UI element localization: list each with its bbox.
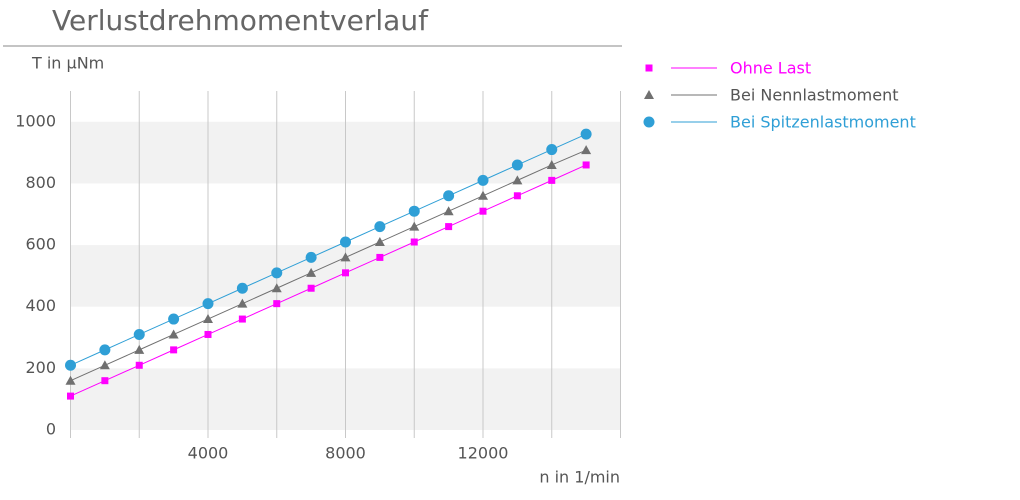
data-point bbox=[581, 145, 592, 155]
data-point bbox=[170, 346, 178, 354]
data-point bbox=[305, 251, 317, 263]
data-point bbox=[204, 330, 212, 338]
y-tick-label: 800 bbox=[25, 173, 56, 192]
data-point bbox=[99, 360, 110, 370]
x-tick-label: 12000 bbox=[458, 444, 509, 463]
y-tick-label: 1000 bbox=[15, 111, 56, 130]
data-point bbox=[340, 236, 351, 248]
series: Bei Nennlastmoment bbox=[65, 86, 899, 385]
data-point bbox=[65, 359, 76, 371]
data-point bbox=[65, 375, 76, 385]
data-point bbox=[478, 190, 488, 200]
series: Ohne Last bbox=[67, 59, 811, 400]
data-point bbox=[443, 206, 454, 216]
data-point bbox=[479, 207, 487, 215]
data-point bbox=[511, 159, 523, 171]
legend-label: Ohne Last bbox=[730, 59, 811, 78]
chart-title: Verlustdrehmomentverlauf bbox=[52, 4, 429, 37]
y-tick-label: 0 bbox=[46, 420, 56, 439]
legend-label: Bei Spitzenlastmoment bbox=[730, 113, 916, 132]
legend-marker bbox=[643, 116, 655, 128]
data-point bbox=[99, 344, 111, 356]
x-tick-label: 4000 bbox=[188, 444, 229, 463]
data-point bbox=[408, 205, 420, 217]
data-point bbox=[582, 161, 590, 169]
y-tick-label: 400 bbox=[25, 296, 56, 315]
data-point bbox=[271, 283, 282, 293]
data-point bbox=[513, 192, 521, 200]
data-point bbox=[203, 314, 213, 324]
series: Bei Spitzenlastmoment bbox=[65, 113, 916, 371]
data-point bbox=[273, 300, 281, 308]
data-point bbox=[236, 282, 248, 294]
y-axis-label: T in µNm bbox=[31, 54, 104, 73]
data-point bbox=[135, 361, 143, 369]
x-tick-label: 8000 bbox=[325, 444, 366, 463]
data-point bbox=[410, 238, 418, 246]
data-point bbox=[546, 144, 558, 156]
data-point bbox=[342, 269, 349, 277]
data-point bbox=[67, 392, 74, 400]
data-point bbox=[477, 174, 489, 186]
data-point bbox=[307, 284, 315, 292]
legend-marker bbox=[645, 64, 653, 72]
series-line bbox=[70, 164, 587, 397]
data-point bbox=[133, 328, 145, 340]
data-point bbox=[238, 315, 246, 323]
data-point bbox=[374, 237, 385, 247]
data-point bbox=[512, 175, 523, 185]
data-point bbox=[548, 176, 556, 184]
data-point bbox=[580, 128, 592, 140]
data-point bbox=[271, 267, 283, 279]
data-point bbox=[306, 267, 317, 277]
series-line bbox=[70, 133, 587, 366]
data-point bbox=[340, 252, 351, 262]
y-tick-label: 600 bbox=[25, 235, 56, 254]
data-point bbox=[101, 377, 109, 385]
series-line bbox=[70, 149, 587, 382]
data-point bbox=[168, 313, 180, 325]
data-point bbox=[374, 221, 386, 233]
data-point bbox=[168, 329, 179, 339]
y-tick-label: 200 bbox=[25, 358, 56, 377]
x-axis-label: n in 1/min bbox=[539, 468, 620, 487]
legend-label: Bei Nennlastmoment bbox=[730, 86, 899, 105]
data-point bbox=[202, 298, 214, 310]
data-point bbox=[546, 159, 557, 169]
plot-background bbox=[70, 91, 621, 438]
data-point bbox=[376, 253, 384, 261]
data-point bbox=[445, 223, 453, 231]
data-point bbox=[134, 344, 145, 354]
data-point bbox=[409, 221, 420, 231]
legend-marker bbox=[644, 90, 654, 99]
data-point bbox=[237, 298, 248, 308]
data-point bbox=[443, 190, 455, 202]
